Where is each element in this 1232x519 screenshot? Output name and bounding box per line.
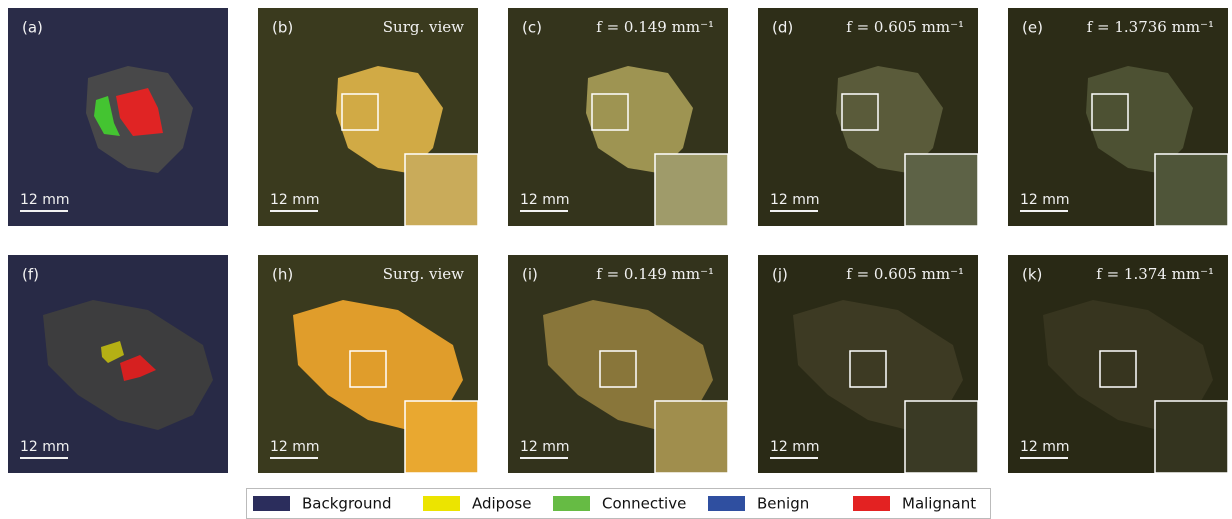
scale-label: 12 mm bbox=[270, 439, 320, 455]
zoom-inset bbox=[905, 154, 978, 226]
panel: (i) f = 0.149 mm⁻¹ 12 mm bbox=[508, 255, 728, 473]
panel-label: (h) bbox=[272, 266, 293, 284]
panel-caption: f = 1.3736 mm⁻¹ bbox=[1087, 18, 1214, 36]
legend-label: Adipose bbox=[472, 495, 531, 513]
legend-label: Malignant bbox=[902, 495, 976, 513]
scale-label: 12 mm bbox=[520, 439, 570, 455]
legend: Background Adipose Connective Benign Maligna… bbox=[247, 489, 991, 519]
panel-caption: f = 1.374 mm⁻¹ bbox=[1096, 265, 1214, 283]
panel: (k) f = 1.374 mm⁻¹ 12 mm bbox=[1008, 255, 1228, 473]
zoom-inset bbox=[405, 154, 478, 226]
panel-caption: Surg. view bbox=[383, 18, 464, 36]
scale-label: 12 mm bbox=[520, 192, 570, 208]
zoom-inset bbox=[405, 401, 478, 473]
legend-label: Connective bbox=[602, 495, 686, 513]
panel-label: (j) bbox=[772, 266, 788, 284]
legend-swatch bbox=[553, 496, 590, 511]
scale-label: 12 mm bbox=[20, 439, 70, 455]
zoom-inset bbox=[905, 401, 978, 473]
zoom-inset bbox=[655, 401, 728, 473]
scale-label: 12 mm bbox=[1020, 439, 1070, 455]
panel-caption: f = 0.149 mm⁻¹ bbox=[596, 265, 714, 283]
panel-label: (i) bbox=[522, 266, 538, 284]
figure: (a) 12 mm (b) Surg. view 12 mm (c) f = 0.149 m… bbox=[0, 0, 1232, 519]
legend-swatch bbox=[708, 496, 745, 511]
scale-label: 12 mm bbox=[770, 192, 820, 208]
panel-label: (k) bbox=[1022, 266, 1042, 284]
scale-label: 12 mm bbox=[770, 439, 820, 455]
panel: (f) 12 mm bbox=[8, 255, 228, 473]
panel-caption: f = 0.149 mm⁻¹ bbox=[596, 18, 714, 36]
panel-label: (c) bbox=[522, 19, 542, 37]
zoom-inset bbox=[655, 154, 728, 226]
panel-label: (a) bbox=[22, 19, 43, 37]
scale-label: 12 mm bbox=[270, 192, 320, 208]
panel: (j) f = 0.605 mm⁻¹ 12 mm bbox=[758, 255, 978, 473]
panel: (h) Surg. view 12 mm bbox=[258, 255, 478, 473]
panel-label: (d) bbox=[772, 19, 793, 37]
legend-label: Benign bbox=[757, 495, 809, 513]
scale-label: 12 mm bbox=[20, 192, 70, 208]
legend-swatch bbox=[423, 496, 460, 511]
panel-label: (f) bbox=[22, 266, 39, 284]
panel: (b) Surg. view 12 mm bbox=[258, 8, 478, 226]
panel: (e) f = 1.3736 mm⁻¹ 12 mm bbox=[1008, 8, 1228, 226]
panel: (c) f = 0.149 mm⁻¹ 12 mm bbox=[508, 8, 728, 226]
panel-label: (b) bbox=[272, 19, 293, 37]
legend-swatch bbox=[853, 496, 890, 511]
panel-caption: Surg. view bbox=[383, 265, 464, 283]
panel: (a) 12 mm bbox=[8, 8, 228, 226]
panel-caption: f = 0.605 mm⁻¹ bbox=[846, 18, 964, 36]
scale-label: 12 mm bbox=[1020, 192, 1070, 208]
panel-caption: f = 0.605 mm⁻¹ bbox=[846, 265, 964, 283]
legend-label: Background bbox=[302, 495, 392, 513]
zoom-inset bbox=[1155, 154, 1228, 226]
panel-label: (e) bbox=[1022, 19, 1043, 37]
panel: (d) f = 0.605 mm⁻¹ 12 mm bbox=[758, 8, 978, 226]
zoom-inset bbox=[1155, 401, 1228, 473]
legend-swatch bbox=[253, 496, 290, 511]
